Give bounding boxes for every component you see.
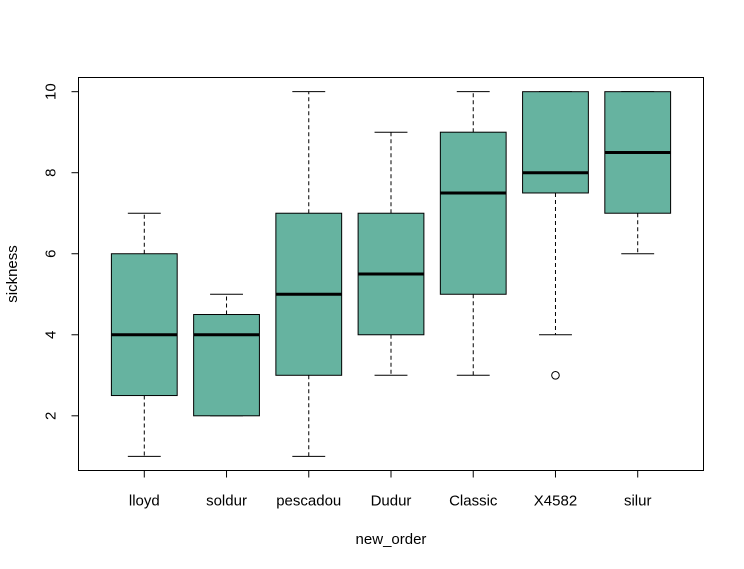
x-tick-label: Dudur xyxy=(371,493,412,510)
y-tick-label: 8 xyxy=(43,169,60,177)
y-axis: 2 4 6 8 10 xyxy=(43,83,79,420)
y-tick-label: 2 xyxy=(43,412,60,420)
x-tick-label: lloyd xyxy=(129,493,160,510)
box-Classic xyxy=(439,91,507,376)
x-axis: lloyd soldur pescadou Dudur Classic X4582 silu… xyxy=(129,470,652,510)
x-tick-label: soldur xyxy=(206,493,247,510)
outlier-point xyxy=(551,370,560,380)
box-silur xyxy=(604,91,672,255)
x-tick-label: Classic xyxy=(449,493,498,510)
iqr-box xyxy=(522,91,589,194)
y-tick-label: 4 xyxy=(43,331,60,339)
x-tick-label: silur xyxy=(624,493,652,510)
x-tick-label: pescadou xyxy=(276,493,341,510)
x-tick-label: X4582 xyxy=(534,493,577,510)
y-tick-label: 6 xyxy=(43,250,60,258)
plot-area xyxy=(110,91,672,457)
iqr-box xyxy=(193,314,260,417)
iqr-box xyxy=(439,131,507,295)
box-lloyd xyxy=(110,212,178,457)
iqr-box xyxy=(110,253,178,397)
y-axis-label: sickness xyxy=(4,245,21,303)
box-Dudur xyxy=(357,131,425,376)
box-X4582 xyxy=(522,91,589,380)
box-soldur xyxy=(193,293,260,417)
y-tick-label: 10 xyxy=(43,83,60,100)
x-axis-label: new_order xyxy=(356,531,427,548)
box-pescadou xyxy=(275,91,343,457)
